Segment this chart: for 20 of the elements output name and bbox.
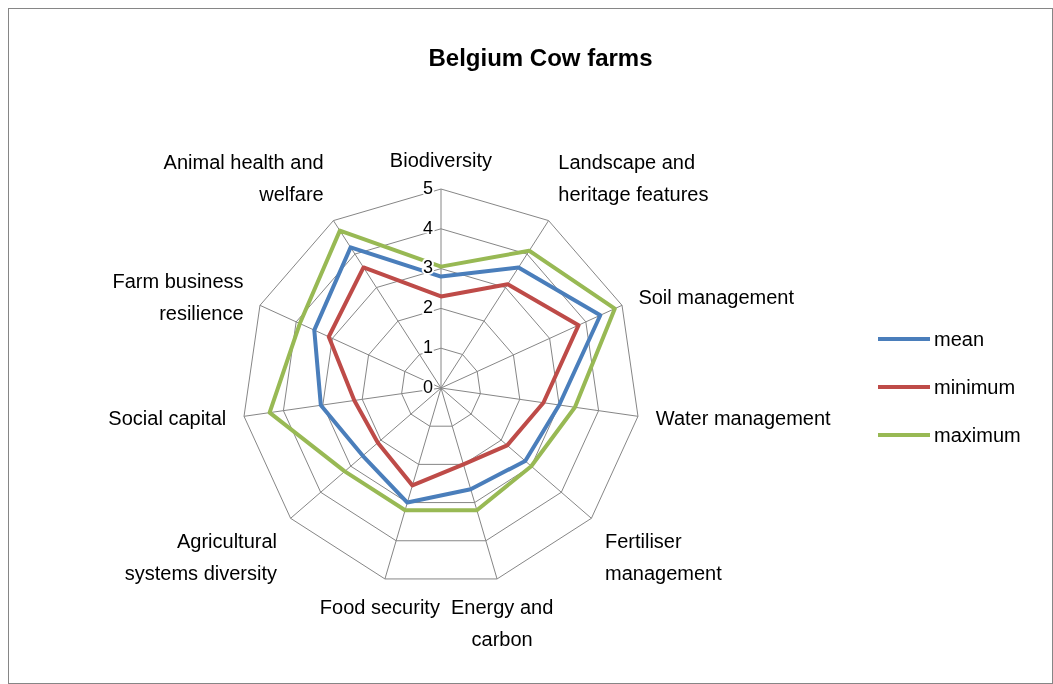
spoke-label: Biodiversity [389,149,493,171]
spoke-label: Social capital [108,406,227,429]
spoke-label: Agricultural systems diversity [124,530,277,585]
y-tick-label: 1 [422,336,433,357]
y-tick-label: 4 [422,217,433,238]
spoke-label: Animal health and welfare [163,151,324,206]
y-tick-label: 2 [422,297,433,318]
legend-label: minimum [934,376,1016,398]
legend-label: maximum [934,424,1021,446]
spoke-label: Soil management [638,285,795,308]
spoke-label: Fertiliser management [605,530,723,585]
spoke-label: Food security [319,596,440,619]
legend-label: mean [934,328,985,350]
spoke-label: Energy and carbon [450,596,554,651]
spoke-label: Water management [655,406,832,429]
chart-title: Belgium Cow farms [428,44,653,71]
y-tick-label: 0 [422,376,433,397]
spoke-label: Farm business resilience [112,269,244,324]
spoke-label: Landscape and heritage features [558,151,709,206]
y-tick-label: 5 [422,177,433,198]
